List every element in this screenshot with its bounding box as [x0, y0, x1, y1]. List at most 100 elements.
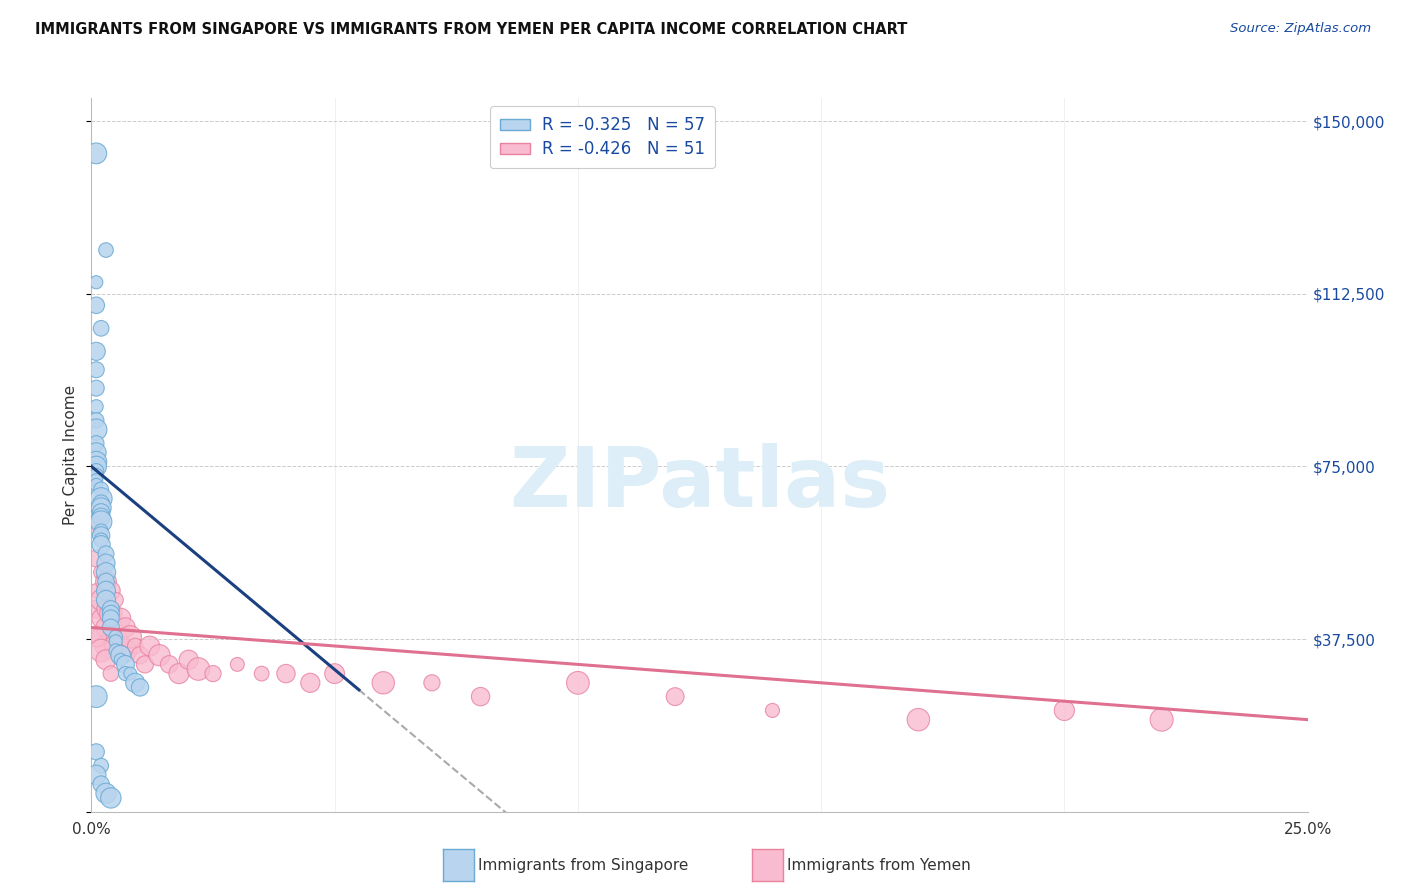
Point [84, 464, 107, 478]
Point [157, 657, 180, 672]
Point [323, 666, 346, 681]
Point [110, 611, 132, 625]
Point [94, 786, 117, 800]
Point [94, 243, 117, 257]
Point [84, 298, 107, 312]
Point [94, 639, 117, 653]
Point [84, 146, 107, 161]
Point [94, 547, 117, 561]
Point [94, 583, 117, 598]
Point [177, 653, 200, 667]
Point [90, 630, 112, 644]
Point [761, 703, 783, 717]
Point [90, 566, 112, 580]
Point [114, 657, 136, 672]
Point [664, 690, 686, 704]
Point [84, 468, 107, 483]
Point [120, 630, 142, 644]
Point [90, 528, 112, 542]
Point [84, 459, 107, 474]
Point [84, 400, 107, 414]
Point [226, 657, 249, 672]
Text: IMMIGRANTS FROM SINGAPORE VS IMMIGRANTS FROM YEMEN PER CAPITA INCOME CORRELATION: IMMIGRANTS FROM SINGAPORE VS IMMIGRANTS … [35, 22, 907, 37]
Point [129, 648, 152, 663]
Point [90, 510, 112, 524]
Point [104, 593, 127, 607]
Point [90, 593, 112, 607]
Point [94, 653, 117, 667]
Point [104, 643, 127, 657]
Point [907, 713, 929, 727]
Point [90, 758, 112, 772]
Point [84, 445, 107, 459]
Point [94, 602, 117, 616]
Point [120, 666, 142, 681]
Point [187, 662, 209, 676]
Point [90, 483, 112, 497]
Point [299, 675, 322, 690]
Point [84, 473, 107, 487]
Point [84, 423, 107, 437]
Point [114, 666, 136, 681]
Point [129, 681, 152, 695]
Point [84, 745, 107, 759]
Point [100, 630, 122, 644]
Point [100, 621, 122, 635]
Point [567, 675, 589, 690]
Point [100, 791, 122, 805]
Point [84, 602, 107, 616]
Point [104, 621, 127, 635]
Point [90, 515, 112, 529]
Point [420, 675, 443, 690]
Point [100, 666, 122, 681]
Point [114, 643, 136, 657]
Point [202, 666, 225, 681]
Point [90, 491, 112, 506]
Point [110, 653, 132, 667]
Point [124, 675, 146, 690]
Point [90, 611, 112, 625]
Point [84, 344, 107, 359]
Point [274, 666, 297, 681]
Point [90, 538, 112, 552]
Point [104, 630, 127, 644]
Point [114, 621, 136, 635]
Point [84, 583, 107, 598]
Point [94, 574, 117, 589]
Point [100, 607, 122, 621]
Text: Immigrants from Yemen: Immigrants from Yemen [787, 858, 972, 872]
Point [104, 639, 127, 653]
Point [470, 690, 492, 704]
Point [84, 413, 107, 427]
Point [148, 648, 170, 663]
Y-axis label: Per Capita Income: Per Capita Income [63, 384, 79, 525]
Point [134, 657, 156, 672]
Point [84, 275, 107, 289]
Point [94, 556, 117, 570]
Point [1150, 713, 1173, 727]
Point [84, 768, 107, 782]
Point [90, 500, 112, 515]
Legend: R = -0.325   N = 57, R = -0.426   N = 51: R = -0.325 N = 57, R = -0.426 N = 51 [489, 106, 714, 169]
Point [110, 634, 132, 648]
Point [84, 363, 107, 377]
Point [1053, 703, 1076, 717]
Text: Immigrants from Singapore: Immigrants from Singapore [478, 858, 689, 872]
Point [104, 634, 127, 648]
Text: ZIPatlas: ZIPatlas [509, 443, 890, 524]
Point [84, 455, 107, 469]
Point [90, 643, 112, 657]
Point [84, 381, 107, 395]
Point [84, 436, 107, 450]
Point [90, 496, 112, 510]
Point [100, 583, 122, 598]
Point [84, 551, 107, 566]
Point [100, 607, 122, 621]
Point [84, 478, 107, 492]
Point [90, 777, 112, 791]
Point [110, 648, 132, 663]
Point [167, 666, 190, 681]
Point [100, 602, 122, 616]
Point [94, 621, 117, 635]
Point [94, 593, 117, 607]
